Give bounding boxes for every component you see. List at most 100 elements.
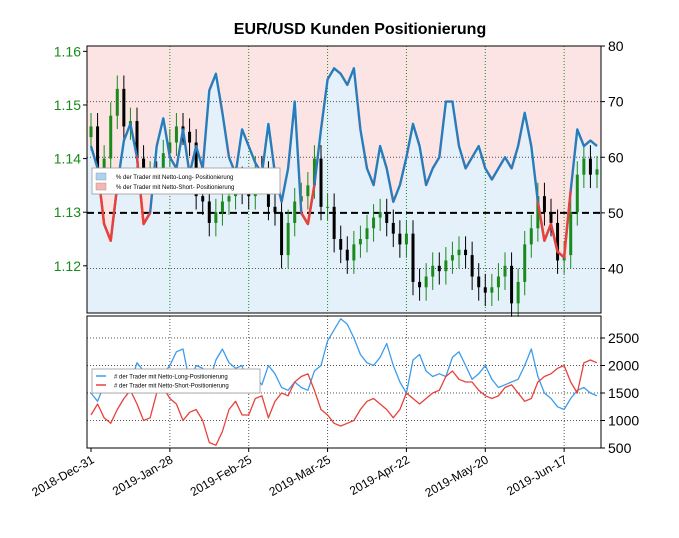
date-tick-label: 2019-Mar-25 [267, 452, 334, 499]
short-band [423, 46, 431, 186]
candle-body [523, 244, 527, 282]
candle-body [306, 185, 310, 197]
left-tick-label: 1.16 [54, 43, 81, 59]
short-band [238, 46, 246, 130]
date-tick-label: 2019-Apr-22 [347, 452, 412, 498]
short-band [416, 46, 424, 147]
long-band [357, 129, 365, 313]
candle-body [378, 212, 382, 218]
candle-body [214, 212, 218, 223]
long-band [495, 168, 503, 313]
short-band [541, 46, 549, 241]
short-band [350, 46, 358, 69]
long-band [469, 157, 477, 313]
short-band [317, 46, 325, 130]
short-band [212, 46, 220, 74]
short-band [139, 46, 147, 224]
candle-body [595, 169, 599, 175]
candle-body [220, 201, 224, 213]
candle-body [174, 126, 178, 143]
bottom-legend: # der Trader mit Netto-Long-Positionieru… [91, 368, 261, 394]
long-band [409, 123, 417, 313]
short-band [218, 46, 226, 113]
candle-body [556, 222, 560, 261]
short-band [442, 46, 450, 102]
long-band [93, 168, 101, 313]
top-frame [86, 45, 602, 314]
candle-body [293, 201, 297, 223]
short-band [304, 46, 312, 224]
candle-body [207, 201, 211, 223]
short-band [581, 46, 589, 147]
long-band [199, 168, 207, 313]
short-band [363, 46, 371, 169]
long-band [192, 146, 200, 313]
candle-body [411, 233, 415, 282]
short-band [291, 46, 299, 102]
short-band [166, 46, 174, 158]
candle-body [286, 222, 290, 256]
short-band [409, 46, 417, 124]
series-long-count-line [90, 318, 598, 411]
short-band [475, 46, 483, 147]
candle-body [115, 88, 119, 116]
long-band [185, 173, 193, 313]
candle-body [227, 196, 231, 202]
short-band [172, 46, 180, 169]
candle-body [352, 244, 356, 261]
short-band [436, 46, 444, 158]
candle-body [385, 212, 389, 223]
long-band [179, 129, 187, 313]
left-tick-label: 1.15 [54, 97, 81, 113]
short-band [324, 46, 332, 80]
long-band [231, 173, 239, 313]
short-band [396, 46, 404, 186]
short-band [231, 46, 239, 174]
date-tick-label: 2018-Dec-31 [29, 452, 96, 499]
long-band [146, 212, 154, 313]
long-band [100, 224, 108, 313]
candle-body [457, 249, 461, 256]
candle-body [201, 196, 205, 202]
short-band [337, 46, 345, 74]
legend-box [91, 167, 281, 195]
short-band [199, 46, 207, 169]
long-band [436, 157, 444, 313]
long-band [258, 173, 266, 313]
right-tick-label: 1500 [608, 385, 639, 401]
candle-body [280, 212, 284, 256]
short-band [508, 46, 516, 169]
candle-body [404, 233, 408, 245]
long-band [297, 212, 305, 313]
candle-body [168, 142, 172, 154]
short-band [469, 46, 477, 158]
series-long-percent-line [89, 67, 598, 259]
left-tick-label: 1.14 [54, 151, 81, 167]
long-band [581, 146, 589, 313]
candle-body [496, 276, 500, 288]
short-band [449, 46, 457, 102]
long-band [304, 224, 312, 313]
legend-swatch [95, 182, 107, 191]
chart-title: EUR/USD Kunden Positionierung [234, 21, 486, 38]
long-band [370, 185, 378, 313]
legend-swatch [95, 172, 107, 181]
long-band [133, 157, 141, 313]
long-band [344, 84, 351, 313]
legend-label: # der Trader mit Netto-Short-Positionier… [114, 384, 229, 390]
short-band [535, 46, 543, 202]
right-tick-label: 2000 [608, 358, 639, 374]
short-band [521, 46, 529, 113]
right-tick-label: 60 [608, 149, 624, 165]
candle-body [358, 239, 362, 245]
candle-body [398, 233, 402, 245]
long-band [113, 185, 121, 313]
long-band [548, 224, 556, 313]
short-band [462, 46, 470, 169]
short-band [528, 46, 536, 147]
long-band [383, 168, 391, 313]
candle-body [444, 260, 448, 272]
long-band [416, 146, 424, 313]
candle-body [326, 206, 330, 208]
